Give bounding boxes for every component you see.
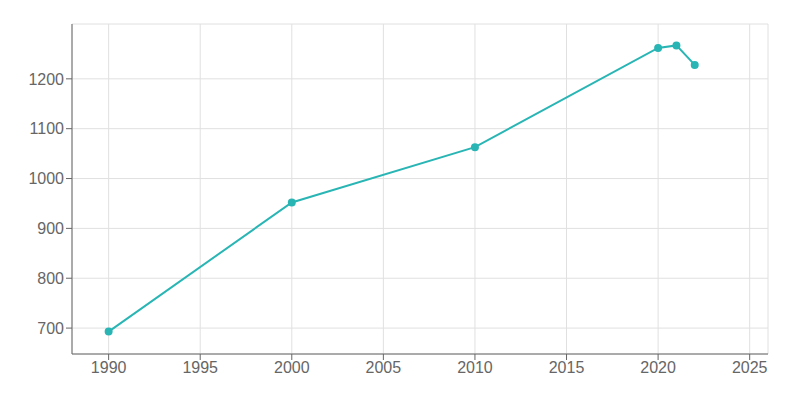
svg-text:2015: 2015 [549,359,585,376]
svg-text:2005: 2005 [366,359,402,376]
svg-text:2025: 2025 [732,359,768,376]
svg-text:1200: 1200 [28,71,64,88]
svg-text:1990: 1990 [91,359,127,376]
svg-text:800: 800 [37,270,64,287]
svg-text:900: 900 [37,220,64,237]
svg-text:1000: 1000 [28,170,64,187]
svg-text:2020: 2020 [640,359,676,376]
svg-text:1100: 1100 [30,120,65,137]
svg-text:1995: 1995 [182,359,218,376]
svg-text:2000: 2000 [274,359,310,376]
svg-text:700: 700 [37,320,64,337]
svg-text:2010: 2010 [457,359,493,376]
